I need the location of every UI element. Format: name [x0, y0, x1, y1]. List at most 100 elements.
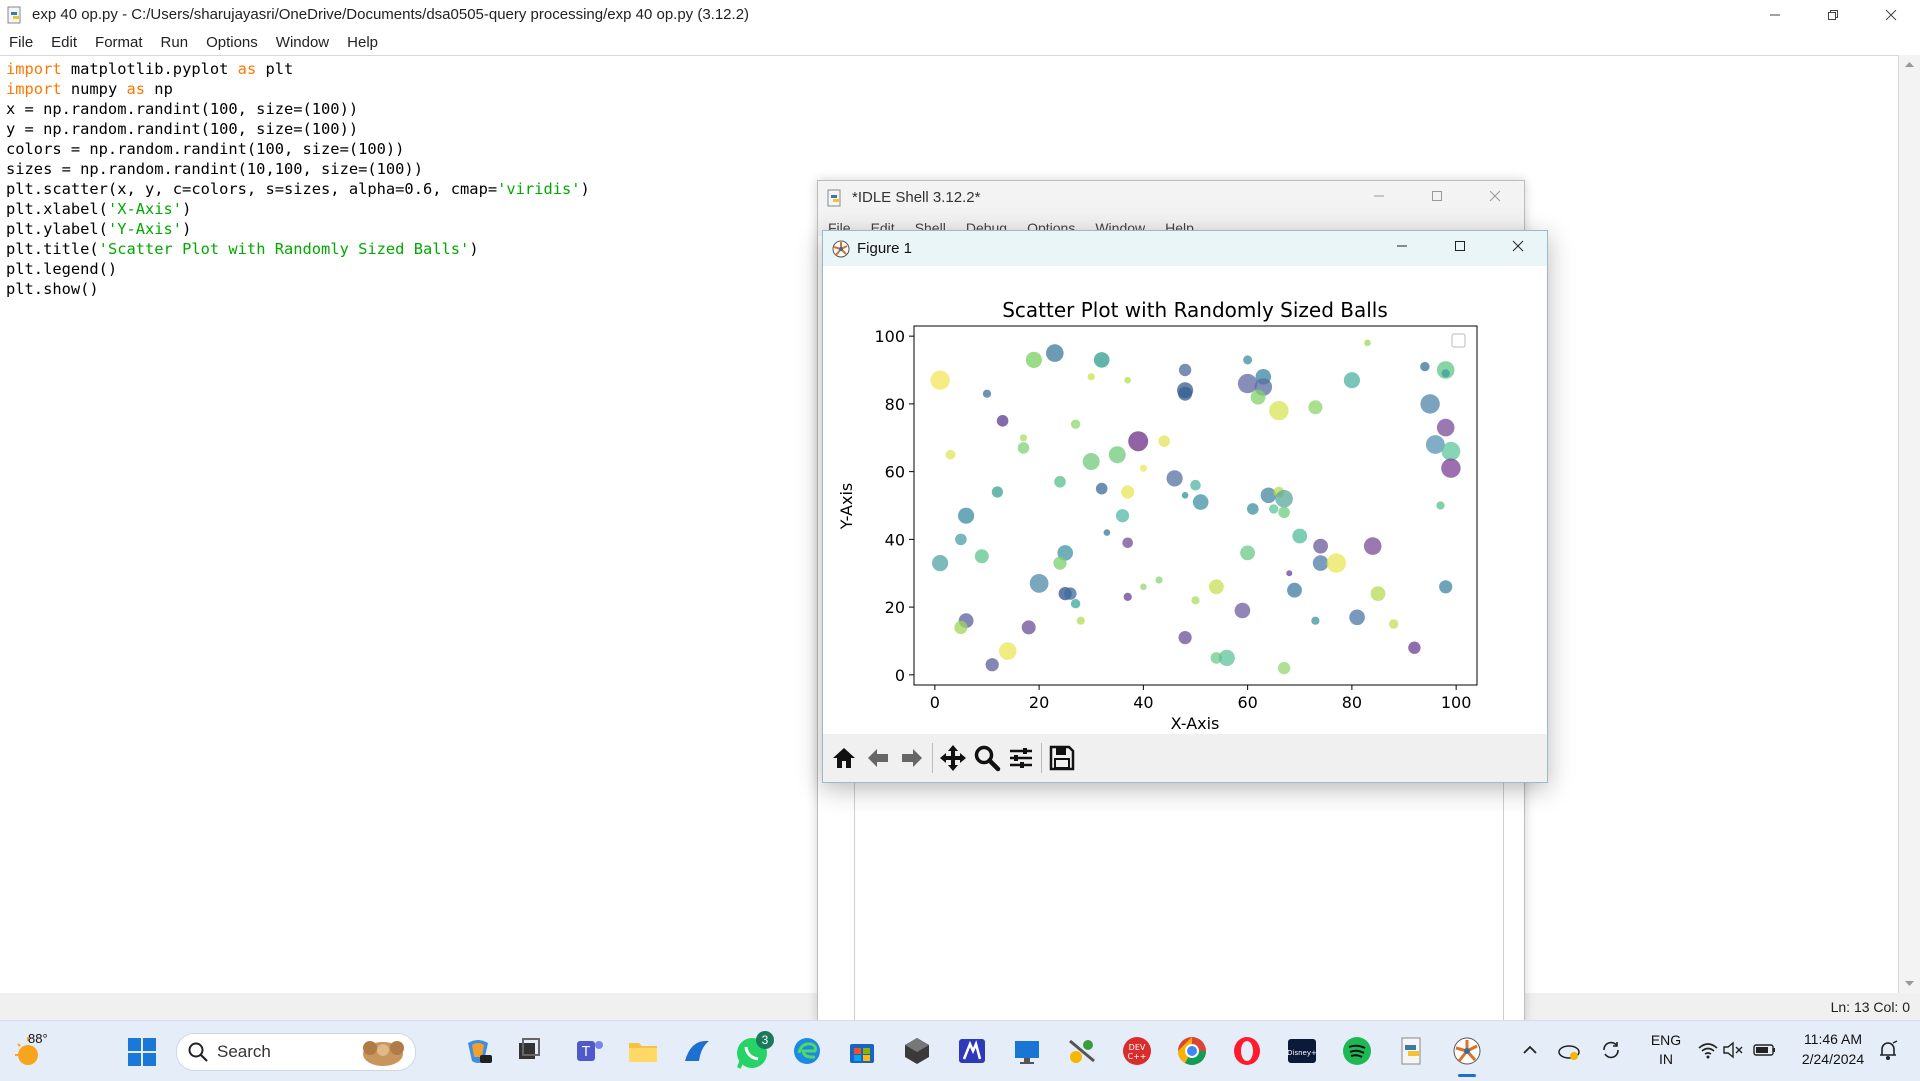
figure-close-button[interactable]: [1489, 231, 1547, 260]
code-line[interactable]: y = np.random.randint(100, size=(100)): [6, 119, 590, 139]
scatter-point: [991, 486, 1003, 498]
code-line[interactable]: plt.scatter(x, y, c=colors, s=sizes, alp…: [6, 179, 590, 199]
menu-file[interactable]: File: [9, 33, 34, 51]
configure-subplots-button[interactable]: [1004, 741, 1038, 775]
code-string: 'X-Axis': [107, 200, 183, 218]
scatter-point: [1046, 344, 1064, 362]
shell-minimize-button[interactable]: [1350, 181, 1408, 210]
shell-maximize-button[interactable]: [1408, 181, 1466, 210]
code-line[interactable]: import matplotlib.pyplot as plt: [6, 59, 590, 79]
home-button[interactable]: [827, 741, 861, 775]
scatter-point: [1326, 553, 1346, 573]
desktop-app-icon[interactable]: [1011, 1035, 1043, 1067]
python-idle-icon[interactable]: [1396, 1035, 1428, 1067]
menu-help[interactable]: Help: [347, 33, 378, 51]
code-token: ): [182, 200, 192, 218]
pan-icon: [940, 745, 966, 771]
code-keyword: import: [6, 60, 62, 78]
restore-button[interactable]: [1804, 0, 1862, 29]
scatter-point: [1082, 453, 1100, 470]
scatter-point: [1178, 386, 1193, 401]
save-button[interactable]: [1045, 741, 1079, 775]
svg-text:DEV: DEV: [1129, 1043, 1146, 1052]
scroll-up-icon[interactable]: [1899, 57, 1920, 71]
opera-icon[interactable]: [1231, 1035, 1263, 1067]
copilot-icon[interactable]: [462, 1035, 494, 1067]
scatter-point: [1192, 494, 1209, 510]
menu-run[interactable]: Run: [160, 33, 189, 51]
clock-time[interactable]: 11:46 AM: [1803, 1031, 1863, 1047]
scatter-point: [1166, 470, 1183, 487]
menu-format[interactable]: Format: [95, 33, 143, 51]
search-icon: [188, 1042, 208, 1062]
speaker-muted-icon[interactable]: [1722, 1041, 1744, 1059]
language-line-1[interactable]: ENG: [1650, 1032, 1682, 1048]
task-view-icon[interactable]: [513, 1035, 545, 1067]
forward-button[interactable]: [895, 741, 929, 775]
zoom-button[interactable]: [970, 741, 1004, 775]
figure-minimize-button[interactable]: [1373, 231, 1431, 260]
scatter-point: [1021, 620, 1036, 635]
code-token: numpy: [61, 80, 127, 98]
matplotlib-app-icon[interactable]: [1451, 1035, 1483, 1067]
language-line-2[interactable]: IN: [1659, 1051, 1673, 1067]
code-line[interactable]: plt.ylabel('Y-Axis'): [6, 219, 590, 239]
clock-date[interactable]: 2/24/2024: [1801, 1051, 1865, 1067]
pan-button[interactable]: [936, 741, 970, 775]
show-hidden-icons-icon[interactable]: [1521, 1041, 1539, 1059]
plot-frame: [913, 325, 1478, 686]
close-button[interactable]: [1862, 0, 1920, 29]
points-layer: [930, 339, 1461, 675]
weather-widget[interactable]: 88°: [14, 1031, 54, 1069]
edge-icon[interactable]: [791, 1035, 823, 1067]
scatter-point: [1209, 579, 1224, 595]
weather-cloud-icon[interactable]: [1557, 1039, 1581, 1061]
wifi-icon[interactable]: [1697, 1041, 1719, 1059]
notification-bell-icon[interactable]: [1877, 1039, 1899, 1061]
scatter-point: [1287, 582, 1302, 598]
back-button[interactable]: [861, 741, 895, 775]
scatter-point: [1388, 619, 1399, 629]
code-line[interactable]: x = np.random.randint(100, size=(100)): [6, 99, 590, 119]
start-button[interactable]: [127, 1037, 157, 1072]
scatter-point: [1286, 570, 1293, 577]
code-line[interactable]: plt.show(): [6, 279, 590, 299]
battery-icon[interactable]: [1753, 1041, 1777, 1059]
configure-subplots-icon: [1010, 748, 1032, 768]
scatter-point: [1370, 586, 1386, 601]
menu-window[interactable]: Window: [275, 33, 330, 51]
spotify-icon[interactable]: [1341, 1035, 1373, 1067]
file-explorer-icon[interactable]: [627, 1035, 659, 1067]
back-arrow-icon: [868, 749, 888, 767]
network-tool-icon[interactable]: [1066, 1035, 1098, 1067]
whatsapp-app[interactable]: 3: [734, 1031, 774, 1073]
figure-maximize-button[interactable]: [1431, 231, 1489, 260]
code-line[interactable]: colors = np.random.randint(100, size=(10…: [6, 139, 590, 159]
cube-app-icon[interactable]: [901, 1035, 933, 1067]
sync-icon[interactable]: [1600, 1039, 1622, 1061]
microsoft-store-icon[interactable]: [846, 1035, 878, 1067]
code-line[interactable]: plt.xlabel('X-Axis'): [6, 199, 590, 219]
minimize-button[interactable]: [1746, 0, 1804, 29]
restore-icon: [1828, 9, 1838, 20]
code-text[interactable]: import matplotlib.pyplot as plt import nu…: [6, 59, 590, 299]
edge-dev-icon[interactable]: [681, 1035, 713, 1067]
scatter-chart[interactable]: 0 20 40 60 80 100 0 20 40 60 80 100 Scatter Plot w…: [823, 266, 1547, 734]
figure-window[interactable]: Figure 1 0 20 40 60 80 100 0 20 40 60 80 100 Scatt…: [822, 230, 1548, 783]
code-line[interactable]: import numpy as np: [6, 79, 590, 99]
disney-plus-icon[interactable]: Disney+: [1286, 1035, 1318, 1067]
code-line[interactable]: plt.legend(): [6, 259, 590, 279]
teams-icon[interactable]: T: [574, 1035, 606, 1067]
code-line[interactable]: sizes = np.random.randint(10,100, size=(…: [6, 159, 590, 179]
chrome-icon[interactable]: [1176, 1035, 1208, 1067]
scroll-down-icon[interactable]: [1899, 977, 1920, 991]
menu-options[interactable]: Options: [206, 33, 258, 51]
editor-scrollbar[interactable]: [1899, 55, 1920, 993]
scatter-point: [930, 370, 950, 390]
code-line[interactable]: plt.title('Scatter Plot with Randomly Si…: [6, 239, 590, 259]
visual-studio-icon[interactable]: [956, 1035, 988, 1067]
shell-close-button[interactable]: [1466, 181, 1524, 210]
menu-edit[interactable]: Edit: [51, 33, 78, 51]
taskbar-search[interactable]: Search: [176, 1033, 416, 1071]
